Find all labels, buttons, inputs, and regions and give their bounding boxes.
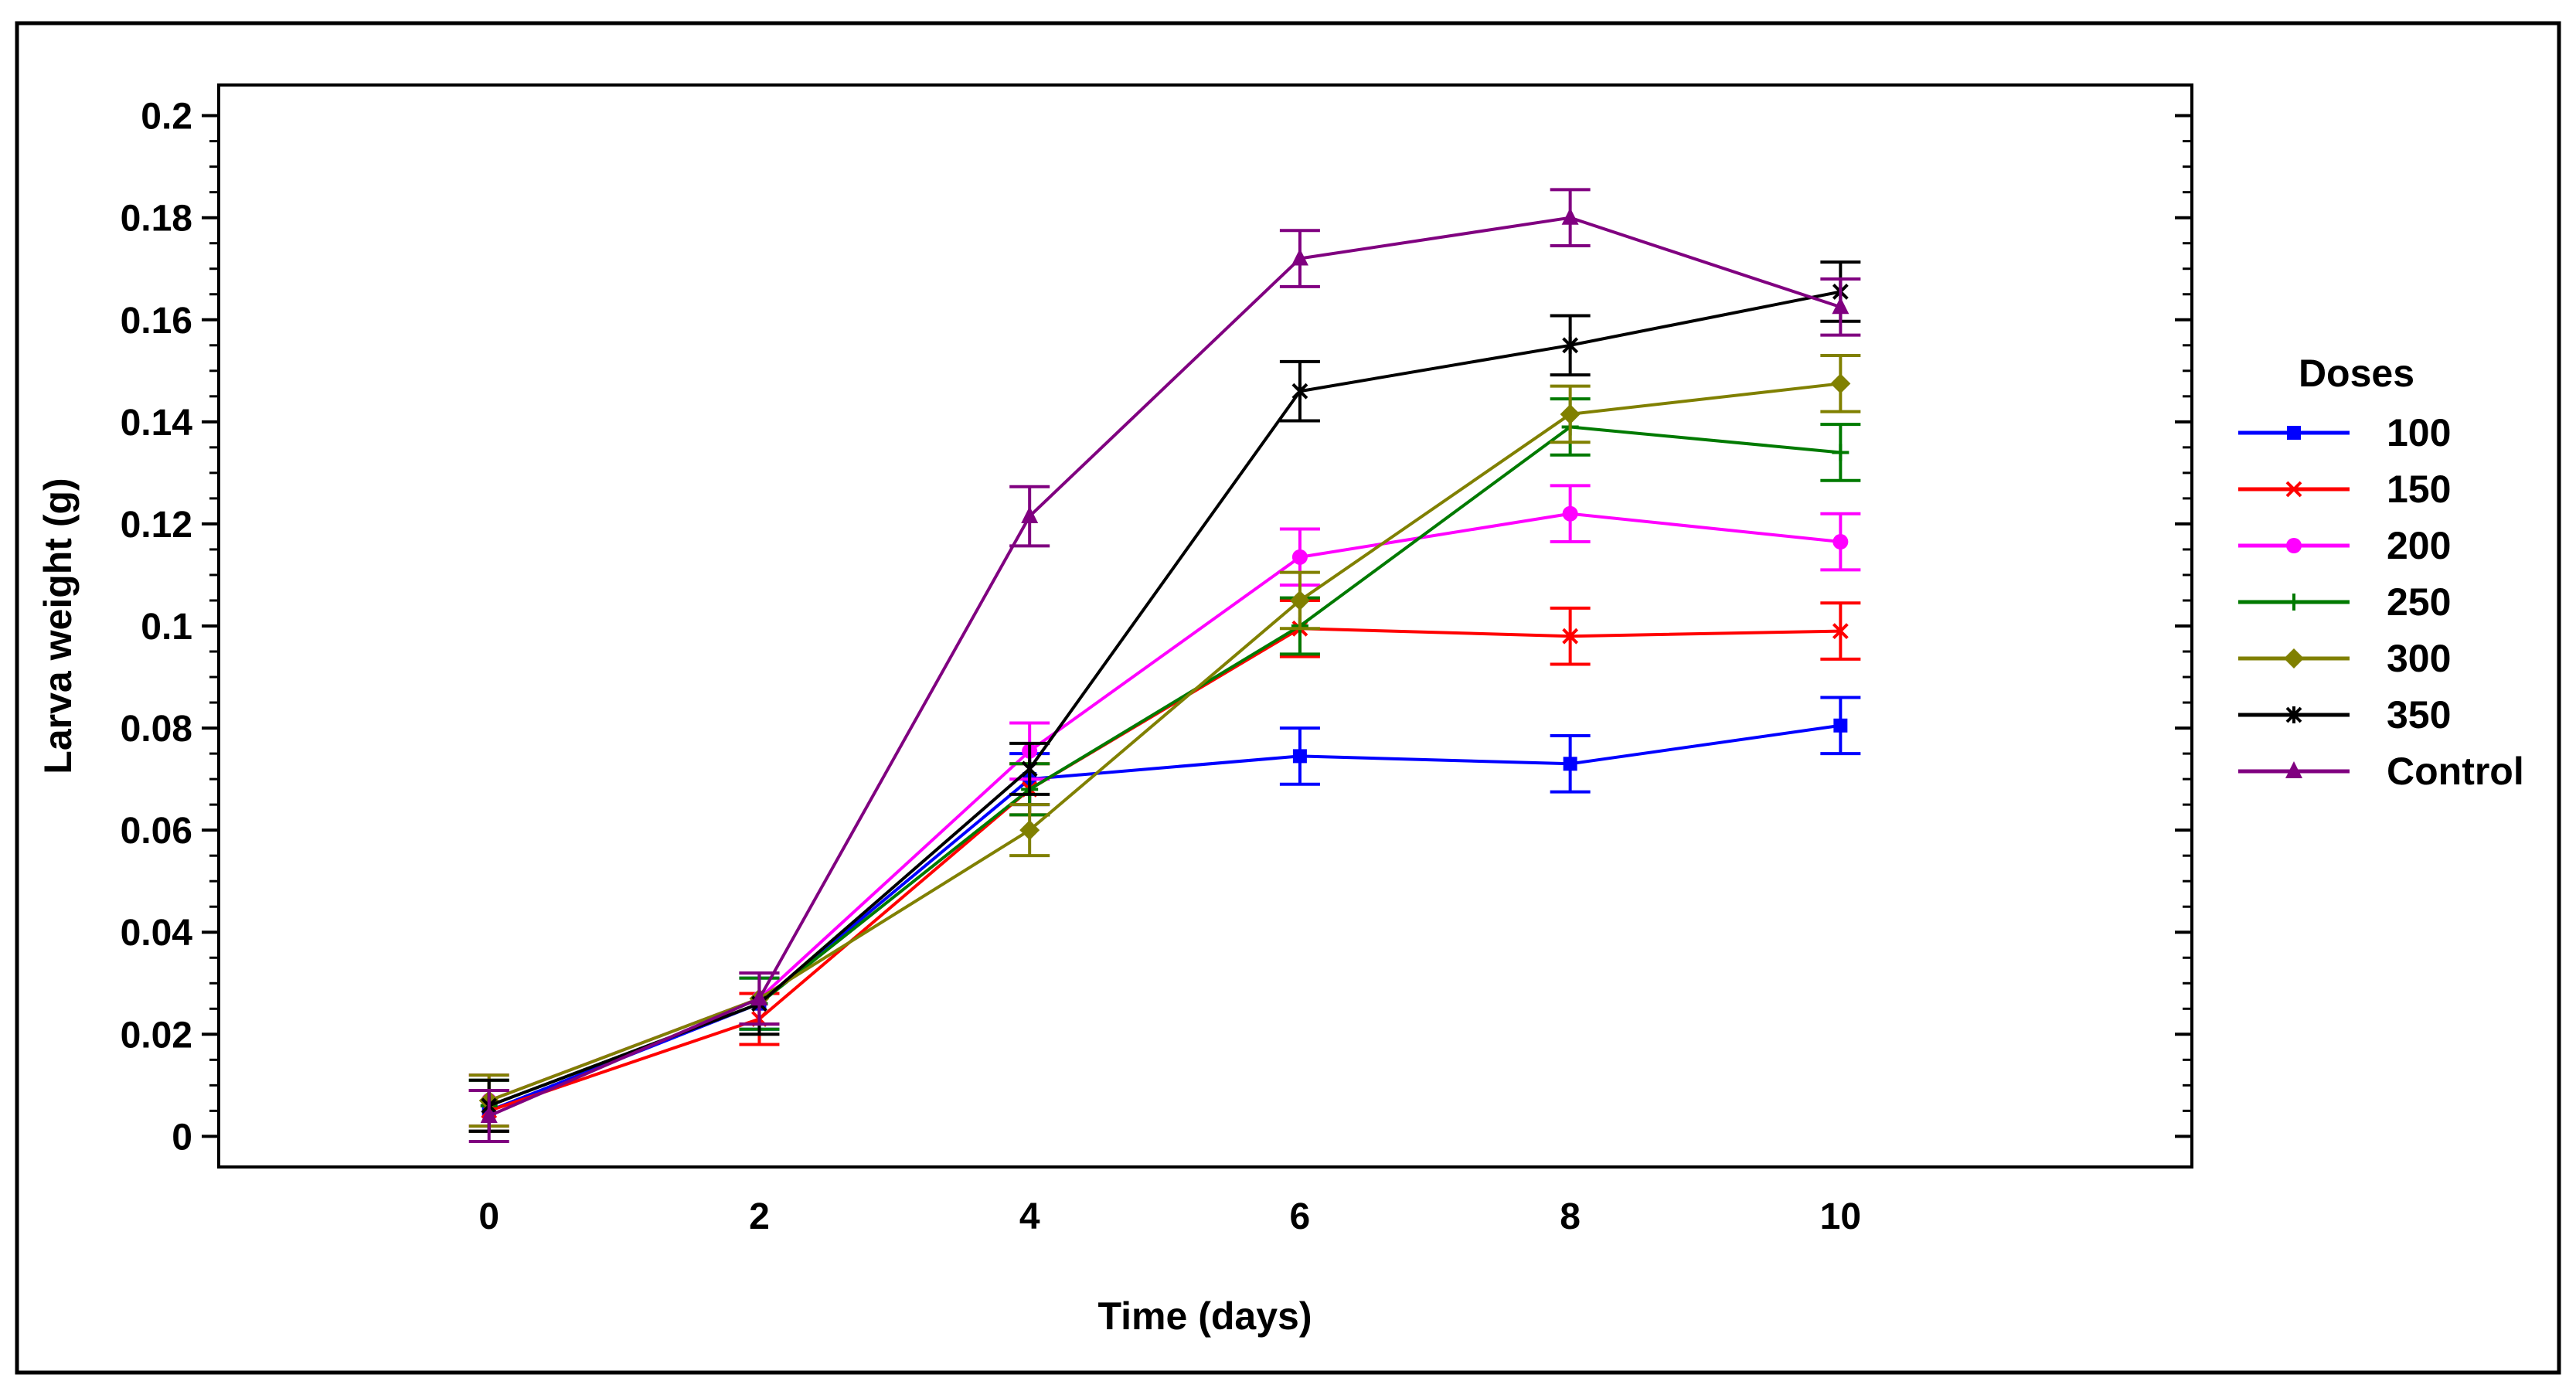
data-point-250 <box>1832 444 1849 461</box>
y-tick-label: 0.14 <box>121 403 193 444</box>
x-tick-label: 0 <box>478 1196 499 1237</box>
legend: Doses 100 150 200 250 300 350 Control <box>2238 352 2524 793</box>
data-point-150 <box>1832 623 1849 640</box>
y-axis-ticks: 0 0.02 0.04 0.06 0.08 0.1 0.12 0.14 0.16 0.18 0.2 <box>121 97 2192 1158</box>
legend-label-200: 200 <box>2387 524 2451 567</box>
data-point-control <box>750 988 768 1006</box>
legend-marker-300 <box>2284 648 2304 668</box>
legend-label-250: 250 <box>2387 580 2451 624</box>
data-point-300 <box>1830 373 1851 394</box>
x-tick-label: 4 <box>1019 1196 1040 1237</box>
data-point-350 <box>1291 383 1308 400</box>
x-axis-label: Time (days) <box>1098 1294 1312 1338</box>
data-point-300 <box>1289 590 1310 611</box>
data-point-control <box>1021 506 1039 524</box>
x-tick-label: 6 <box>1290 1196 1311 1237</box>
x-axis-ticks: 0 2 4 6 8 10 <box>478 1196 1861 1237</box>
y-tick-label: 0.18 <box>121 199 192 240</box>
data-point-150 <box>1562 628 1579 645</box>
outer-frame <box>15 21 2561 1375</box>
data-point-300 <box>1560 403 1581 424</box>
data-point-control <box>480 1105 498 1123</box>
y-tick-label: 0.06 <box>121 811 192 852</box>
y-tick-label: 0.12 <box>121 505 192 546</box>
y-tick-label: 0.08 <box>121 709 192 750</box>
y-tick-label: 0 <box>172 1117 192 1158</box>
x-tick-label: 2 <box>749 1196 770 1237</box>
legend-marker-350 <box>2285 706 2302 723</box>
y-tick-label: 0.1 <box>141 607 192 648</box>
legend-label-control: Control <box>2387 750 2524 793</box>
x-tick-label: 10 <box>1820 1196 1861 1237</box>
data-point-100 <box>1563 757 1577 771</box>
data-point-350 <box>1562 336 1579 354</box>
legend-label-300: 300 <box>2387 637 2451 680</box>
y-tick-label: 0.04 <box>121 913 193 954</box>
legend-marker-control <box>2285 761 2302 778</box>
series-layer <box>468 188 1861 1143</box>
series-line-300 <box>488 382 1841 1103</box>
legend-label-350: 350 <box>2387 693 2451 737</box>
legend-marker-250 <box>2285 594 2302 611</box>
data-point-200 <box>1291 549 1308 565</box>
legend-marker-150 <box>2285 481 2302 498</box>
data-point-control <box>1832 297 1849 315</box>
y-tick-label: 0.16 <box>121 301 192 342</box>
y-axis-label: Larva weight (g) <box>36 478 80 774</box>
series-line-control <box>488 216 1841 1118</box>
legend-marker-100 <box>2287 426 2301 440</box>
data-point-control <box>1561 207 1579 225</box>
data-point-350 <box>1021 760 1038 777</box>
data-point-200 <box>1562 505 1578 522</box>
legend-label-150: 150 <box>2387 468 2451 511</box>
data-point-300 <box>1019 820 1040 841</box>
data-point-control <box>1291 248 1308 266</box>
data-point-200 <box>1832 534 1849 550</box>
x-tick-label: 8 <box>1560 1196 1581 1237</box>
y-tick-label: 0.02 <box>121 1015 192 1056</box>
data-point-100 <box>1292 749 1307 764</box>
series-control <box>468 188 1861 1143</box>
data-point-100 <box>1833 718 1848 733</box>
series-line-350 <box>488 290 1841 1107</box>
legend-title: Doses <box>2299 352 2414 395</box>
y-tick-label: 0.2 <box>141 97 192 138</box>
legend-marker-200 <box>2286 538 2302 553</box>
legend-label-100: 100 <box>2387 411 2451 454</box>
